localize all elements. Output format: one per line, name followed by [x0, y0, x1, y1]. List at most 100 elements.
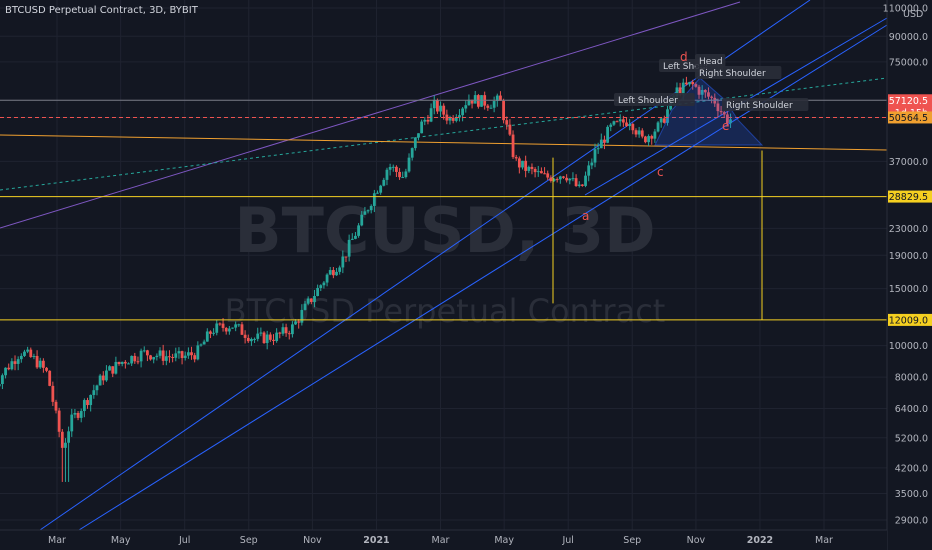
candle-body [180, 351, 184, 359]
orange-neckline[interactable] [0, 134, 888, 151]
candle-body [0, 384, 1, 387]
label-left-shoulder-bg [614, 93, 695, 106]
candle-body [73, 412, 77, 415]
candle-body [344, 256, 348, 258]
candle-body [476, 95, 480, 107]
candle-body [555, 179, 559, 181]
candle-body [316, 287, 320, 297]
candle-body [685, 82, 688, 85]
candle-body [26, 349, 30, 352]
purple-channel-line[interactable] [0, 1, 741, 229]
time-tick-label: 2021 [363, 535, 389, 546]
time-axis[interactable]: Mar May Jul Sep Nov 2021 Mar May Jul Sep Nov 2022 Ma… [0, 529, 887, 550]
candle-body [549, 177, 553, 181]
candle-body [385, 169, 389, 180]
candle-body [262, 332, 266, 344]
wave-label-e[interactable]: e [722, 119, 729, 133]
candle-body [300, 309, 304, 323]
time-tick-label: May [494, 535, 514, 546]
price-label-box[interactable] [888, 313, 932, 326]
label-left-shoulder[interactable]: Left Shoulder [614, 93, 695, 106]
price-label-box[interactable] [888, 111, 932, 124]
candle-body [707, 92, 710, 97]
candle-body [265, 334, 269, 344]
candle-body [237, 324, 241, 326]
price-axis[interactable]: 110000.0 90000.0 75000.0 37000.0 23000.0 1900… [883, 0, 932, 550]
candle-body [54, 401, 58, 411]
watermark-description: BTCUSD Perpetual Contract [225, 292, 666, 330]
blue-channel-lower[interactable] [54, 24, 888, 546]
candle-body [521, 160, 524, 168]
blue-channel-upper[interactable] [39, 0, 811, 531]
price-tick-label: 3500.0 [895, 489, 928, 500]
candle-body [155, 355, 159, 358]
time-tick-label: Mar [48, 535, 66, 546]
candle-body [495, 95, 499, 102]
candle-body [442, 105, 446, 115]
candle-body [599, 139, 603, 149]
price-label-value: 50564.5 [889, 113, 928, 124]
label-head[interactable]: Head [695, 54, 726, 67]
candle-body [297, 321, 301, 323]
candle-body [16, 359, 20, 364]
candle-body [681, 82, 685, 95]
candle-body [4, 367, 7, 376]
candle-body [291, 324, 294, 335]
candle-body [540, 171, 543, 174]
candle-body [625, 122, 628, 126]
candle-body [401, 177, 405, 179]
label-left-shoulder-2-text: Left Shoul [663, 62, 708, 72]
candle-body [514, 157, 518, 159]
candle-body [470, 99, 474, 104]
price-label-value: 12009.0 [889, 315, 928, 326]
candle-body [464, 105, 468, 109]
price-tick-label: 15000.0 [889, 284, 928, 295]
candle-body [530, 166, 534, 169]
candle-body [489, 107, 493, 109]
candle-body [647, 136, 650, 143]
candle-body [612, 121, 616, 125]
candle-body [678, 87, 682, 95]
candle-body [142, 350, 146, 352]
candle-body [719, 111, 723, 113]
candle-body [650, 136, 654, 139]
candle-body [363, 211, 367, 215]
candle-body [174, 353, 178, 358]
wave-label-d[interactable]: d [680, 50, 688, 64]
candle-body [259, 332, 263, 334]
candle-body [250, 338, 253, 342]
teal-dotted-trendline[interactable] [0, 77, 888, 191]
candle-body [662, 118, 666, 123]
candle-body [596, 148, 600, 150]
candle-body [691, 81, 695, 85]
candle-body [407, 157, 411, 172]
candle-body [136, 361, 140, 363]
candle-body [86, 400, 89, 406]
candle-body [666, 109, 669, 123]
label-right-shoulder-2[interactable]: Right Shoulder [722, 98, 809, 111]
candle-body [350, 238, 354, 240]
candle-body [413, 137, 417, 149]
price-label-box[interactable] [888, 190, 932, 203]
watermark-symbol: BTCUSD, 3D [234, 194, 655, 267]
candle-body [221, 323, 225, 328]
candle-body [360, 214, 364, 226]
wave-label-c[interactable]: c [657, 165, 664, 179]
candle-body [35, 355, 39, 368]
candle-body [618, 119, 622, 122]
label-right-shoulder-2-bg [722, 98, 809, 111]
candle-body [546, 173, 550, 178]
price-label-value: 28829.5 [889, 192, 928, 203]
candle-body [492, 101, 496, 108]
label-right-shoulder-2-text: Right Shoulder [726, 101, 793, 111]
wave-label-a[interactable]: a [582, 209, 589, 223]
candle-body [577, 184, 581, 187]
candle-body [161, 350, 165, 361]
candle-body [603, 139, 606, 143]
candle-body [729, 119, 732, 124]
label-right-shoulder[interactable]: Right Shoulder [695, 66, 782, 79]
candle-body [631, 124, 635, 131]
candle-body [38, 360, 42, 368]
